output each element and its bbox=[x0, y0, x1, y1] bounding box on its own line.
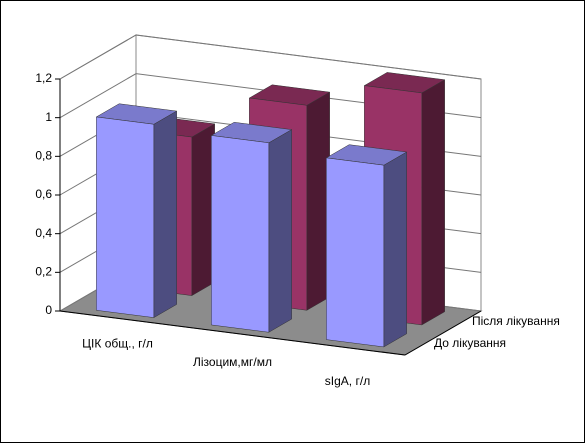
y-tick-label: 1 bbox=[45, 110, 52, 124]
y-tick-label: 0 bbox=[45, 303, 52, 317]
y-tick-label: 0,4 bbox=[35, 226, 52, 240]
x-tick-label: sIgA, г/л bbox=[325, 374, 370, 388]
x-axis bbox=[59, 310, 406, 356]
y-tick-label: 0,2 bbox=[35, 265, 52, 279]
grid-line bbox=[59, 34, 482, 80]
bar bbox=[96, 116, 155, 318]
x-tick-label: ЦІК общ., г/л bbox=[82, 337, 153, 351]
bar bbox=[211, 135, 270, 333]
bar-side bbox=[268, 129, 292, 333]
depth-label: До лікування bbox=[434, 336, 506, 350]
bar bbox=[326, 157, 385, 348]
depth-label: Після лікування bbox=[472, 314, 560, 328]
x-tick-label: Лізоцим,мг/мл bbox=[193, 355, 272, 369]
y-tick-label: 0,6 bbox=[35, 187, 52, 201]
y-tick-label: 1,2 bbox=[35, 71, 52, 85]
bar-side bbox=[383, 151, 407, 348]
bar-side bbox=[421, 79, 445, 326]
depth-axis bbox=[404, 310, 482, 356]
bar-side bbox=[153, 110, 177, 319]
y-tick-label: 0,8 bbox=[35, 149, 52, 163]
